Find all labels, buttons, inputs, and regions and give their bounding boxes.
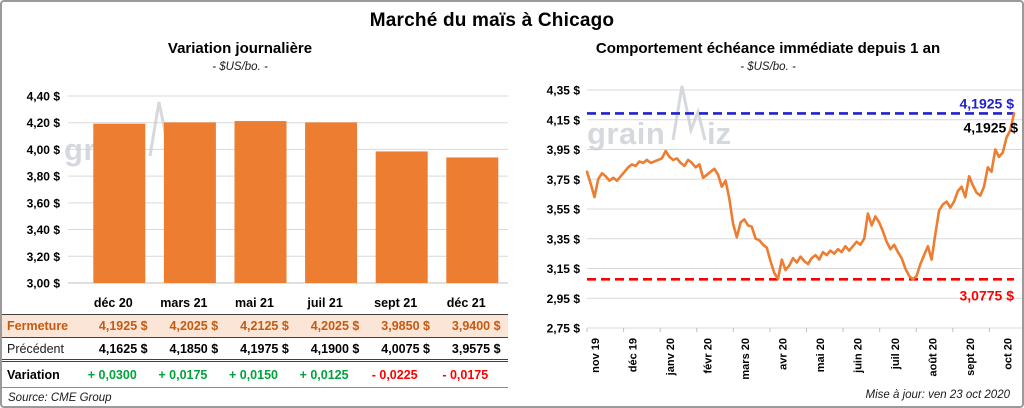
table-value-cell: - 0,0225 xyxy=(371,367,418,382)
y-axis-label: 3,55 $ xyxy=(547,203,581,217)
y-axis-label: 3,00 $ xyxy=(27,276,61,290)
table-value-cell: 4,1900 $ xyxy=(310,341,360,356)
y-axis-label: 4,15 $ xyxy=(547,113,581,127)
table-column-header: déc 21 xyxy=(446,296,486,310)
table-value-cell: 4,0075 $ xyxy=(381,341,430,356)
y-axis-label: 4,40 $ xyxy=(27,90,61,104)
y-axis-label: 4,20 $ xyxy=(27,116,61,130)
y-axis-label: 3,95 $ xyxy=(547,143,581,157)
table-value-cell: + 0,0125 xyxy=(299,367,349,382)
y-axis-label: 2,95 $ xyxy=(547,292,581,306)
x-axis-month-label: déc 19 xyxy=(628,338,640,372)
bar xyxy=(305,122,358,283)
y-axis-label: 3,20 $ xyxy=(27,250,61,264)
table-column-header: mai 21 xyxy=(235,296,274,310)
y-axis-label: 3,35 $ xyxy=(547,232,581,246)
left-chart-title: Variation journalière xyxy=(167,40,313,57)
low-value-label: 3,0775 $ xyxy=(960,287,1015,303)
x-axis-month-label: févr 20 xyxy=(703,338,715,373)
x-axis-month-label: sept 20 xyxy=(965,338,977,376)
grainwiz-watermark: grain iz xyxy=(587,85,731,151)
page-title: Marché du maïs à Chicago xyxy=(369,10,615,31)
table-value-cell: 3,9850 $ xyxy=(381,319,430,333)
table-value-cell: 3,9400 $ xyxy=(451,319,501,333)
y-axis-label: 3,60 $ xyxy=(27,196,61,210)
bar xyxy=(93,123,146,283)
table-value-cell: - 0,0175 xyxy=(442,367,489,382)
source-note: Source: CME Group xyxy=(8,392,112,404)
table-row: Fermeture 4,1925 $ 4,2025 $ 4,2125 $ 4,2025 … xyxy=(2,314,508,338)
table-column-header: mars 21 xyxy=(160,296,208,310)
x-axis-month-label: oct 20 xyxy=(1003,338,1015,370)
last-value-label: 4,1925 $ xyxy=(964,119,1019,135)
x-axis-month-label: juil 20 xyxy=(890,338,902,370)
y-axis-label: 2,75 $ xyxy=(547,322,581,336)
row-label: Précédent xyxy=(7,341,64,356)
y-axis-label: 4,35 $ xyxy=(547,84,581,98)
table-column-header: juil 21 xyxy=(307,296,343,310)
left-chart-subtitle: - $US/bo. - xyxy=(212,61,268,73)
table-value-cell: 4,2025 $ xyxy=(169,319,219,333)
y-axis-label: 3,15 $ xyxy=(547,262,581,276)
row-label: Variation xyxy=(7,367,60,382)
table-value-cell: 4,1625 $ xyxy=(98,341,148,356)
row-label: Fermeture xyxy=(7,319,69,333)
y-axis-label: 3,40 $ xyxy=(27,223,61,237)
x-axis-month-label: mai 20 xyxy=(815,338,827,372)
table-value-cell: + 0,0300 xyxy=(87,367,137,382)
watermark-text: iz xyxy=(707,116,731,151)
price-line xyxy=(585,112,1016,281)
last-updated-note: Mise à jour: ven 23 oct 2020 xyxy=(865,389,1010,401)
watermark-zigzag-icon xyxy=(671,85,707,141)
x-axis-month-label: nov 19 xyxy=(590,338,602,373)
futures-price-table: déc 20 mars 21 mai 21 juil 21 sept 21 déc 21 F… xyxy=(2,292,514,388)
x-axis-month-label: avr 20 xyxy=(778,338,790,370)
table-value-cell: 4,1850 $ xyxy=(169,341,219,356)
table-value-cell: 4,2025 $ xyxy=(310,319,360,333)
bar xyxy=(234,121,287,283)
y-axis-label: 3,80 $ xyxy=(27,170,61,184)
bar xyxy=(446,157,499,283)
x-axis-month-label: janv 20 xyxy=(665,338,677,376)
x-axis-month-label: août 20 xyxy=(928,338,940,377)
table-value-cell: 4,2125 $ xyxy=(240,319,289,333)
y-axis-label: 3,75 $ xyxy=(547,173,581,187)
x-axis-month-label: mars 20 xyxy=(740,338,752,380)
y-axis-label: 4,00 $ xyxy=(27,143,61,157)
high-value-label: 4,1925 $ xyxy=(960,95,1015,111)
bar xyxy=(163,122,216,283)
daily-variation-bar-chart: 4,40 $ 4,20 $ 4,00 $ 3,80 $ 3,60 $ 3,40 $ 3,20… xyxy=(27,90,508,290)
table-value-cell: 3,9575 $ xyxy=(451,341,501,356)
front-month-line-chart: 4,35 $ 4,15 $ 3,95 $ 3,75 $ 3,55 $ 3,35 $ 3,15… xyxy=(547,84,1022,380)
x-axis-month-label: juin 20 xyxy=(853,338,865,374)
bar xyxy=(375,151,428,283)
table-row: déc 20 mars 21 mai 21 juil 21 sept 21 déc 21 xyxy=(2,292,508,314)
table-value-cell: + 0,0175 xyxy=(158,367,208,382)
right-chart-title: Comportement échéance immédiate depuis 1… xyxy=(595,40,941,57)
table-row: Précédent 4,1625 $ 4,1850 $ 4,1975 $ 4,1900 … xyxy=(2,338,508,362)
table-column-header: sept 21 xyxy=(374,296,418,310)
right-chart-subtitle: - $US/bo. - xyxy=(740,61,796,73)
table-column-header: déc 20 xyxy=(93,296,133,310)
table-value-cell: 4,1975 $ xyxy=(240,341,289,356)
table-row: Variation + 0,0300 + 0,0175 + 0,0150 + 0,012… xyxy=(2,362,508,388)
table-value-cell: 4,1925 $ xyxy=(98,319,148,333)
table-value-cell: + 0,0150 xyxy=(228,367,278,382)
watermark-text: grain xyxy=(587,116,665,151)
